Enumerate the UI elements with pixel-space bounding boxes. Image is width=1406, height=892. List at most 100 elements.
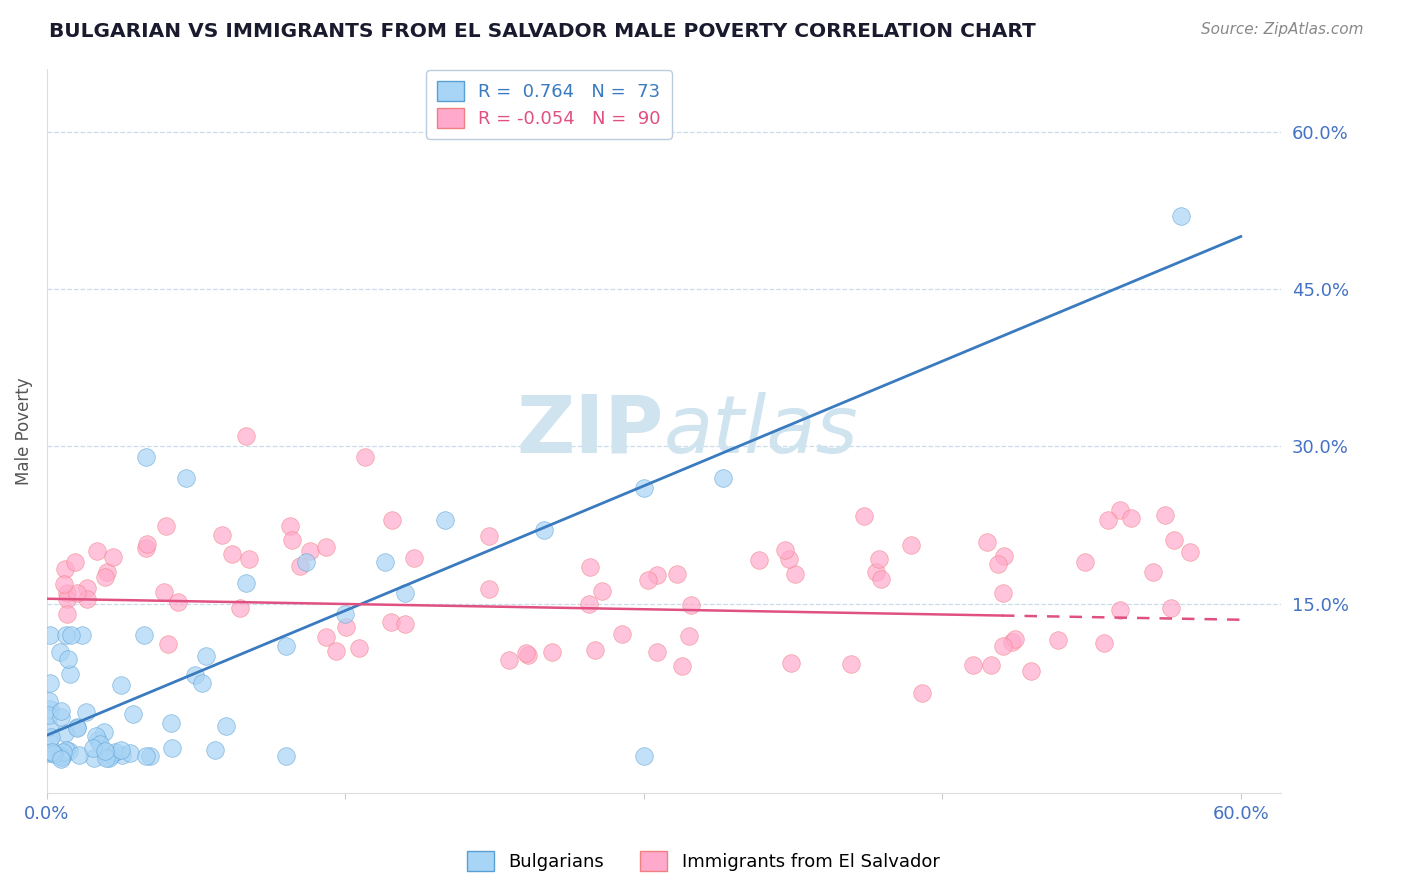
Point [89,737,111,751]
Point [53,577,76,591]
Point [174,471,197,485]
Point [976,535,998,549]
Point [748,553,770,567]
Point [666,566,689,581]
Point [347,641,370,656]
Point [191,676,214,690]
Point [211,528,233,542]
Point [139,748,162,763]
Point [63,556,86,570]
Point [160,741,183,756]
Point [633,482,655,496]
Point [477,529,499,543]
Point [49,749,72,764]
Point [156,637,179,651]
Point [1046,633,1069,648]
Point [41,745,63,759]
Point [93,744,115,758]
Point [135,541,157,555]
Point [72,628,94,642]
Point [778,552,800,566]
Point [433,513,456,527]
Point [39,628,62,642]
Point [533,524,555,538]
Point [380,615,402,629]
Point [381,513,404,527]
Point [100,747,122,762]
Point [1160,600,1182,615]
Point [238,552,260,566]
Point [49,645,72,659]
Point [215,719,238,733]
Y-axis label: Male Poverty: Male Poverty [15,377,32,484]
Text: Source: ZipAtlas.com: Source: ZipAtlas.com [1201,22,1364,37]
Point [83,751,105,765]
Point [110,677,132,691]
Point [315,540,337,554]
Point [101,550,124,565]
Point [166,595,188,609]
Point [135,749,157,764]
Point [66,721,89,735]
Point [578,597,600,611]
Point [839,657,862,671]
Point [1108,503,1130,517]
Point [516,648,538,662]
Point [110,743,132,757]
Point [76,591,98,606]
Point [374,555,396,569]
Point [53,561,76,575]
Point [38,746,60,760]
Point [49,710,72,724]
Point [136,537,159,551]
Point [56,591,79,606]
Point [900,538,922,552]
Point [39,731,62,745]
Point [325,644,347,658]
Legend: Bulgarians, Immigrants from El Salvador: Bulgarians, Immigrants from El Salvador [460,844,946,879]
Point [911,686,934,700]
Point [1092,635,1115,649]
Point [1153,508,1175,523]
Point [1142,565,1164,579]
Text: BULGARIAN VS IMMIGRANTS FROM EL SALVADOR MALE POVERTY CORRELATION CHART: BULGARIAN VS IMMIGRANTS FROM EL SALVADOR… [49,22,1036,41]
Point [56,652,79,666]
Point [281,533,304,547]
Point [53,726,76,740]
Point [1019,665,1042,679]
Point [335,620,357,634]
Point [59,667,82,681]
Point [515,647,537,661]
Point [299,544,322,558]
Point [498,652,520,666]
Point [1001,635,1024,649]
Point [51,705,73,719]
Text: ZIP: ZIP [516,392,664,470]
Point [354,450,377,464]
Point [1108,603,1130,617]
Point [86,729,108,743]
Point [38,694,60,708]
Point [647,567,669,582]
Point [66,586,89,600]
Point [96,566,118,580]
Point [122,706,145,721]
Point [82,740,104,755]
Point [394,616,416,631]
Point [195,649,218,664]
Point [184,668,207,682]
Point [633,749,655,764]
Point [637,573,659,587]
Point [1004,632,1026,646]
Point [93,569,115,583]
Point [97,750,120,764]
Point [111,747,134,762]
Point [294,555,316,569]
Point [59,628,82,642]
Point [478,582,501,596]
Point [274,749,297,764]
Point [962,657,984,672]
Point [278,519,301,533]
Point [44,747,66,762]
Point [204,743,226,757]
